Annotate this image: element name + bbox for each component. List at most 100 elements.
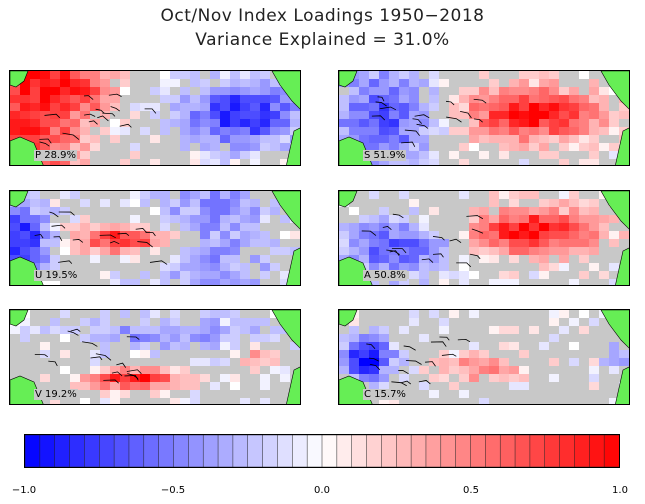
coastline xyxy=(412,118,422,124)
heatmap-cell xyxy=(539,199,549,207)
heatmap-cell xyxy=(519,207,529,215)
heatmap-cell xyxy=(250,318,260,326)
heatmap-cell xyxy=(509,135,519,143)
coastline xyxy=(53,236,63,241)
heatmap-cell xyxy=(160,382,170,390)
heatmap-cell xyxy=(509,111,519,119)
heatmap-cell xyxy=(110,279,120,285)
heatmap-cell xyxy=(429,255,439,263)
heatmap-cell xyxy=(200,159,210,165)
heatmap-cell xyxy=(190,279,200,285)
coastline xyxy=(471,228,484,234)
heatmap-cell xyxy=(519,79,529,87)
heatmap-cell xyxy=(60,71,70,79)
heatmap-cell xyxy=(369,342,379,350)
heatmap-cell xyxy=(210,255,220,263)
heatmap-cell xyxy=(180,103,190,111)
heatmap-cell xyxy=(20,334,30,342)
heatmap-cell xyxy=(240,111,250,119)
heatmap-cell xyxy=(369,103,379,111)
coastline xyxy=(391,248,407,254)
heatmap-cell xyxy=(110,87,120,95)
heatmap-cell xyxy=(190,334,200,342)
heatmap-cell xyxy=(90,239,100,247)
heatmap-cell xyxy=(369,79,379,87)
heatmap-cell xyxy=(230,247,240,255)
heatmap-cell xyxy=(270,135,280,143)
heatmap-cell xyxy=(270,79,280,87)
heatmap-cell xyxy=(120,223,130,231)
heatmap-cell xyxy=(60,366,70,374)
heatmap-cell xyxy=(50,71,60,79)
heatmap-cell xyxy=(230,342,240,350)
heatmap-cell xyxy=(110,374,120,382)
heatmap-cell xyxy=(559,207,569,215)
heatmap-cell xyxy=(389,79,399,87)
heatmap-cell xyxy=(389,231,399,239)
heatmap-cell xyxy=(359,342,369,350)
heatmap-cell xyxy=(210,318,220,326)
heatmap-cell xyxy=(220,135,230,143)
heatmap-cell xyxy=(479,87,489,95)
heatmap-cell xyxy=(190,135,200,143)
coastline xyxy=(95,353,112,361)
heatmap-cell xyxy=(529,255,539,263)
heatmap-cell xyxy=(200,326,210,334)
heatmap-cell xyxy=(220,199,230,207)
heatmap-cell xyxy=(160,71,170,79)
heatmap-cell xyxy=(230,143,240,151)
heatmap-cell xyxy=(549,231,559,239)
heatmap-cell xyxy=(210,191,220,199)
heatmap-cell xyxy=(599,271,609,279)
coastline xyxy=(432,236,445,241)
heatmap-cell xyxy=(379,79,389,87)
heatmap-cell xyxy=(80,95,90,103)
heatmap-cell xyxy=(180,398,190,404)
heatmap-cell xyxy=(250,151,260,159)
colorbar-swatch xyxy=(217,434,234,468)
heatmap-cell xyxy=(419,239,429,247)
heatmap-cell xyxy=(50,79,60,87)
heatmap-cell xyxy=(20,239,30,247)
heatmap-cell xyxy=(579,143,589,151)
heatmap-cell xyxy=(190,71,200,79)
heatmap-cell xyxy=(190,159,200,165)
heatmap-cell xyxy=(210,231,220,239)
land-mass xyxy=(10,191,29,208)
heatmap-cell xyxy=(489,358,499,366)
heatmap-cell xyxy=(120,310,130,318)
heatmap-cell xyxy=(369,111,379,119)
heatmap-cell xyxy=(250,366,260,374)
heatmap-cell xyxy=(110,382,120,390)
heatmap-cell xyxy=(200,342,210,350)
heatmap-cell xyxy=(339,127,349,135)
heatmap-cell xyxy=(60,159,70,165)
heatmap-cell xyxy=(559,111,569,119)
heatmap-cell xyxy=(80,119,90,127)
heatmap-cell xyxy=(569,135,579,143)
heatmap-cell xyxy=(10,103,20,111)
heatmap-cell xyxy=(160,263,170,271)
heatmap-cell xyxy=(240,207,250,215)
coastline xyxy=(90,356,103,361)
heatmap-cell xyxy=(50,143,60,151)
heatmap-cell xyxy=(150,135,160,143)
heatmap-cell xyxy=(409,159,419,165)
heatmap-cell xyxy=(479,255,489,263)
heatmap-cell xyxy=(579,111,589,119)
heatmap-cell xyxy=(210,342,220,350)
heatmap-cell xyxy=(609,398,619,404)
heatmap-cell xyxy=(280,119,290,127)
heatmap-cell xyxy=(40,143,50,151)
heatmap-cell xyxy=(160,207,170,215)
heatmap-cell xyxy=(290,119,300,127)
land-mass xyxy=(271,191,300,230)
heatmap-cell xyxy=(499,358,509,366)
heatmap-cell xyxy=(549,71,559,79)
heatmap-cell xyxy=(240,239,250,247)
heatmap-cell xyxy=(519,111,529,119)
heatmap-cell xyxy=(529,127,539,135)
colorbar-swatch xyxy=(455,434,472,468)
heatmap-cell xyxy=(369,279,379,285)
heatmap-cell xyxy=(200,231,210,239)
